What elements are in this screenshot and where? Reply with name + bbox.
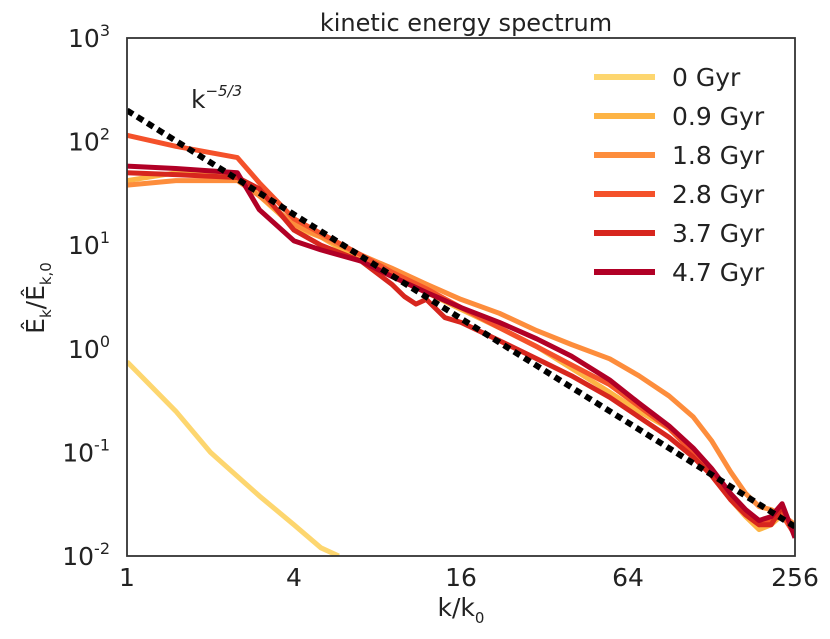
ref-line-label: k−5/3 [191,82,242,114]
x-tick-label: 64 [612,563,644,592]
x-axis-label-sub: 0 [475,609,485,627]
series-line-5 [127,163,795,539]
ref-label-exponent: −5/3 [205,82,242,100]
legend-label: 3.7 Gyr [672,219,765,248]
y-tick-label: 10-2 [62,539,110,571]
x-tick-labels: 1 4 16 64 256 [119,563,819,592]
x-tick-label: 16 [445,563,477,592]
y-axis-label-sub2: k,0 [37,262,55,285]
legend-label: 1.8 Gyr [672,141,765,170]
y-axis-label-sub1: k [37,309,55,318]
y-tick-exponent: 3 [100,21,110,40]
y-tick-label: 102 [68,125,110,157]
legend-label: 4.7 Gyr [672,258,765,287]
y-tick-exponent: -1 [94,435,110,454]
y-tick-base: 10 [62,542,94,571]
x-axis-label: k/k0 [438,593,485,627]
y-tick-label: 101 [68,228,110,260]
x-tick-label: 256 [771,563,819,592]
series-line-0 [127,359,340,556]
legend: 0 Gyr 0.9 Gyr 1.8 Gyr 2.8 Gyr 3.7 Gyr 4.7 Gyr [594,63,765,287]
y-tick-exponent: 0 [100,332,110,351]
y-tick-exponent: 1 [100,228,110,247]
y-axis-label-e1: Ê [21,318,50,334]
y-tick-base: 10 [68,231,100,260]
y-tick-exponent: 2 [100,125,110,144]
y-tick-label: 10-1 [62,435,110,467]
legend-label: 0 Gyr [672,63,741,92]
y-tick-base: 10 [68,128,100,157]
chart-title: kinetic energy spectrum [320,9,612,37]
ref-label-base: k [191,85,206,114]
y-tick-label: 103 [68,21,110,53]
legend-label: 2.8 Gyr [672,180,765,209]
x-tick-label: 4 [286,563,302,592]
y-tick-label: 100 [68,332,110,364]
x-tick-label: 1 [119,563,135,592]
x-axis-label-main: k/k [438,593,476,622]
legend-label: 0.9 Gyr [672,102,765,131]
y-tick-exponent: -2 [94,539,110,558]
y-tick-base: 10 [68,24,100,53]
y-tick-base: 10 [62,438,94,467]
plot-frame [126,37,796,557]
y-tick-base: 10 [68,335,100,364]
y-axis-label-mid: /Ê [21,285,50,309]
y-axis-label: Êk/Êk,0 [21,262,55,334]
